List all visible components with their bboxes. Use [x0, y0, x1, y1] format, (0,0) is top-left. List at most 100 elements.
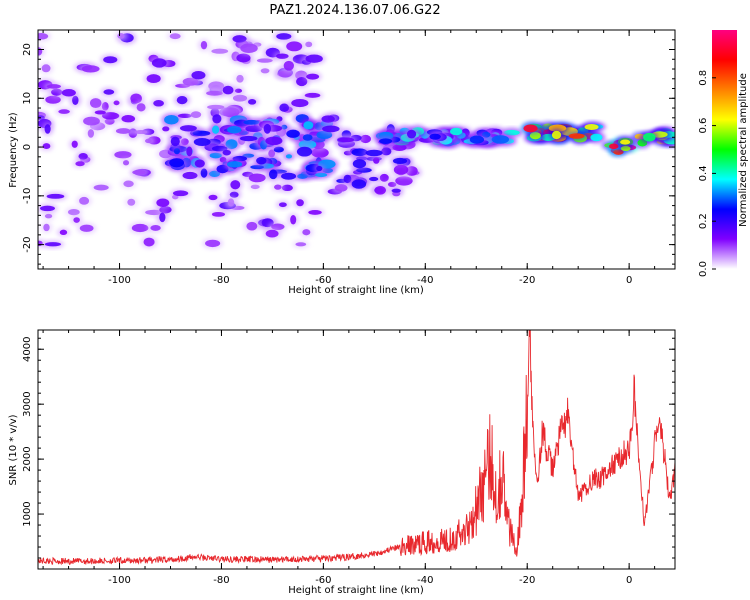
- heatmap-blob: [303, 121, 314, 130]
- heatmap-blob: [200, 168, 208, 178]
- heatmap-blob: [281, 184, 293, 192]
- heatmap-blob: [334, 184, 348, 192]
- x-tick-label: -20: [519, 275, 535, 286]
- heatmap-blob: [291, 98, 309, 108]
- heatmap-blob: [46, 193, 65, 199]
- heatmap-blob: [43, 223, 50, 232]
- heatmap-blob: [243, 119, 260, 125]
- y-tick-label: 4000: [22, 337, 33, 362]
- heatmap-blob: [182, 171, 198, 180]
- heatmap-blob: [159, 212, 166, 223]
- heatmap-blob: [391, 188, 401, 193]
- heatmap-blob: [211, 48, 229, 54]
- heatmap-blob: [265, 229, 279, 238]
- heatmap-blob: [352, 159, 367, 169]
- snr-axes: -100 -80 -60 -40 -20 0 1000 2000 3000 4000: [22, 330, 675, 586]
- colorbar: 0.0 0.2 0.4 0.6 0.8 Normalized spectral ampl…: [698, 30, 749, 277]
- heatmap-blob: [222, 85, 234, 95]
- y-tick-label: 3000: [22, 391, 33, 416]
- heatmap-blob: [590, 133, 603, 142]
- heatmap-blob: [620, 145, 631, 152]
- heatmap-blob: [103, 89, 115, 95]
- heatmap-blob: [78, 153, 88, 160]
- heatmap-blob: [212, 125, 220, 134]
- heatmap-blob: [44, 242, 62, 247]
- heatmap-blob: [136, 103, 146, 112]
- heatmap-blob: [207, 104, 225, 110]
- heatmap-blob: [239, 135, 258, 142]
- heatmap-blob: [209, 152, 222, 159]
- heatmap-blob: [173, 147, 180, 155]
- heatmap-blob: [186, 146, 193, 157]
- heatmap-blob: [248, 98, 257, 105]
- heatmap-blob: [305, 41, 313, 48]
- heatmap-blob: [315, 172, 328, 178]
- heatmap-blob: [130, 93, 142, 104]
- heatmap-blob: [308, 210, 322, 215]
- heatmap-blob: [114, 151, 132, 159]
- snr-marks: [38, 330, 675, 566]
- heatmap-blob: [273, 146, 284, 153]
- heatmap-blob: [132, 169, 146, 175]
- heatmap-x-axis-label: Height of straight line (km): [288, 285, 424, 296]
- heatmap-blob: [260, 68, 270, 74]
- heatmap-blob: [379, 138, 393, 144]
- heatmap-blob: [365, 149, 383, 157]
- heatmap-blob: [145, 138, 152, 144]
- heatmap-blob: [89, 98, 102, 109]
- heatmap-blob: [295, 242, 307, 247]
- x-tick-label: -40: [417, 275, 433, 286]
- heatmap-blob: [59, 229, 68, 236]
- heatmap-blob: [176, 95, 188, 105]
- heatmap-blob: [227, 198, 235, 207]
- heatmap-blob: [281, 172, 297, 180]
- heatmap-blob: [39, 205, 56, 212]
- heatmap-blob: [256, 58, 273, 63]
- x-tick-label: -40: [417, 575, 433, 586]
- heatmap-blob: [211, 211, 226, 217]
- heatmap-blob: [229, 191, 239, 198]
- heatmap-blob: [44, 124, 51, 134]
- heatmap-blob: [93, 184, 109, 191]
- heatmap-blob: [305, 54, 323, 63]
- heatmap-blob: [643, 132, 656, 142]
- heatmap-blob: [285, 154, 293, 159]
- x-tick-label: -100: [108, 575, 131, 586]
- heatmap-blob: [193, 137, 211, 147]
- y-tick-label: 2000: [22, 446, 33, 471]
- x-tick-label: -80: [213, 575, 229, 586]
- heatmap-blob: [94, 110, 106, 115]
- heatmap-blob: [337, 137, 355, 143]
- heatmap-blob: [103, 56, 118, 64]
- heatmap-blob: [230, 180, 241, 190]
- colorbar-tick-label: 0.8: [698, 70, 709, 86]
- y-tick-label: 1000: [22, 501, 33, 526]
- heatmap-blob: [192, 130, 211, 137]
- heatmap-blob: [296, 76, 308, 87]
- heatmap-blob: [73, 217, 80, 223]
- heatmap-blob: [38, 32, 49, 40]
- heatmap-blob: [351, 179, 367, 189]
- heatmap-blob: [246, 221, 258, 231]
- heatmap-blob: [172, 190, 189, 197]
- heatmap-blob: [115, 128, 131, 134]
- x-tick-label: -100: [108, 275, 131, 286]
- heatmap-blob: [296, 199, 304, 207]
- heatmap-blob: [469, 135, 485, 144]
- heatmap-blob: [265, 136, 283, 146]
- heatmap-blob: [374, 185, 386, 195]
- heatmap-blob: [278, 202, 287, 208]
- heatmap-blob: [227, 161, 243, 168]
- heatmap-blob: [395, 176, 413, 186]
- heatmap-blob: [304, 92, 321, 98]
- snr-x-axis-label: Height of straight line (km): [288, 585, 424, 596]
- heatmap-blob: [620, 139, 631, 145]
- heatmap-blob: [61, 88, 76, 97]
- y-tick-label: -10: [22, 188, 33, 204]
- snr-y-axis-label: SNR (10 * v/v): [8, 414, 19, 485]
- heatmap-blob: [276, 53, 289, 59]
- x-tick-label: -80: [213, 275, 229, 286]
- heatmap-blob: [46, 84, 62, 89]
